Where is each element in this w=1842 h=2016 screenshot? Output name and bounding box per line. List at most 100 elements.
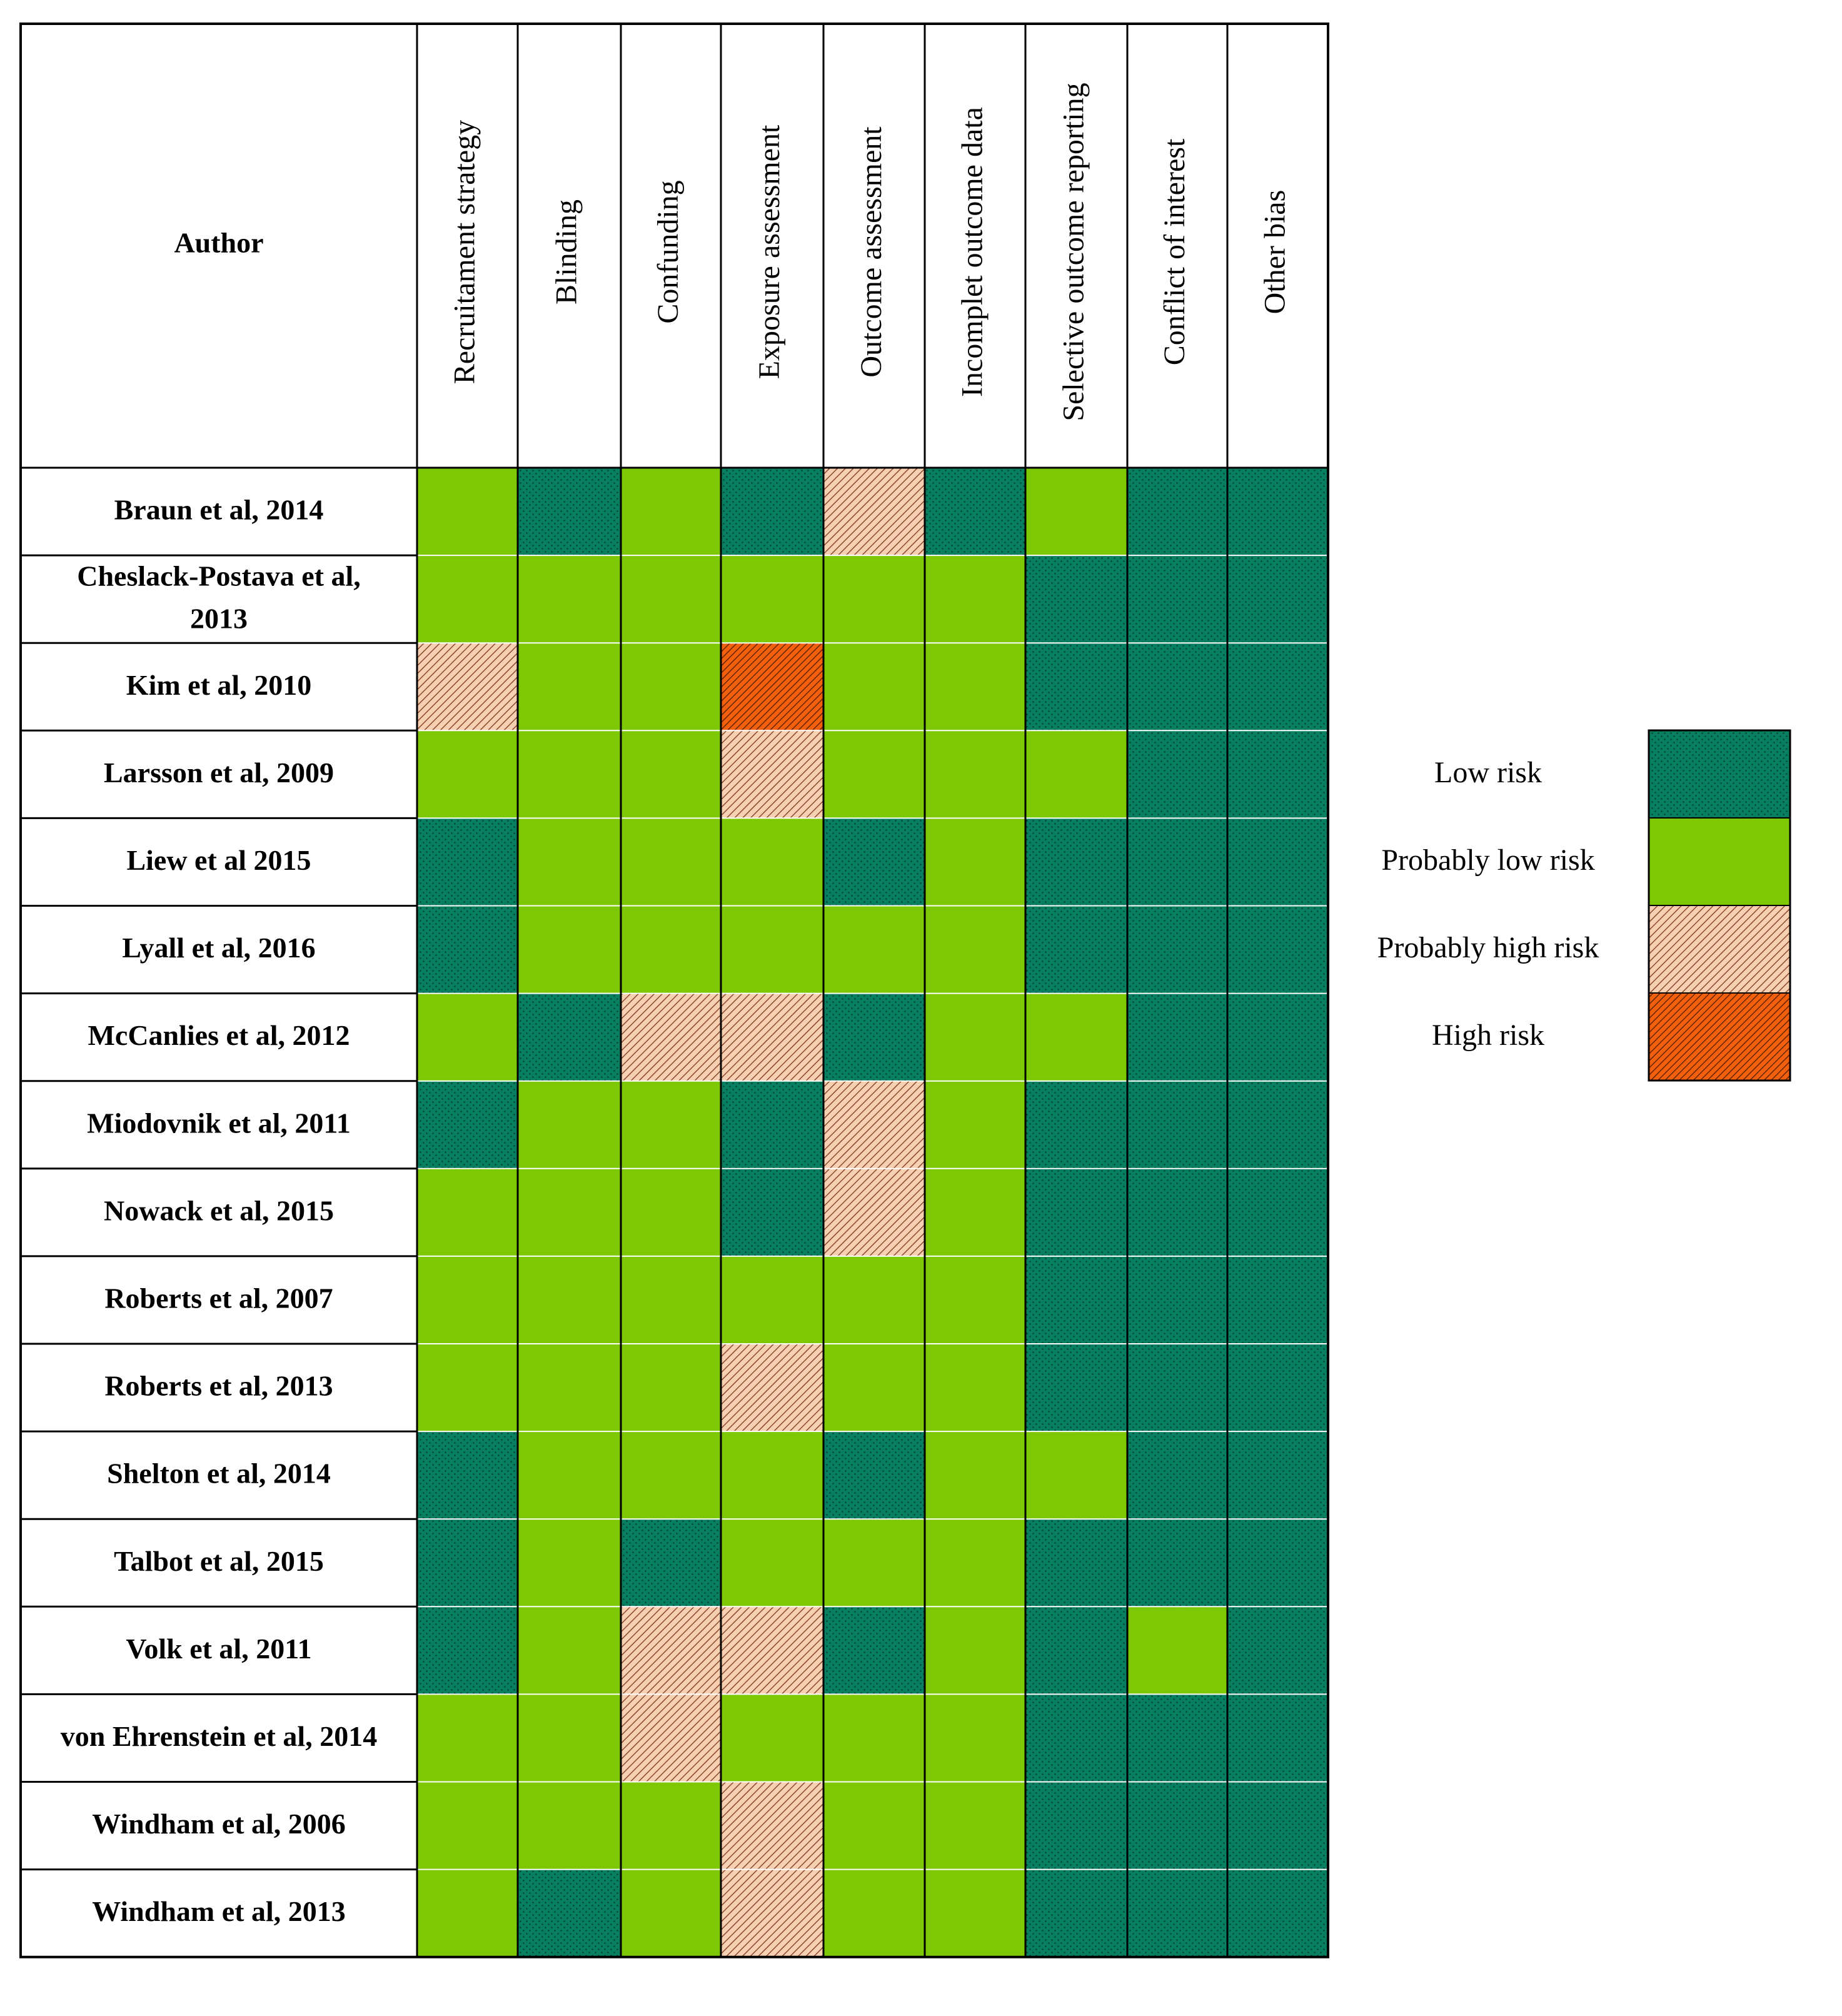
table-border — [19, 23, 1329, 1958]
rating-cell-pl — [621, 730, 721, 819]
rating-cell-l — [1025, 1869, 1127, 1957]
rating-cell-l — [1127, 1694, 1227, 1782]
rating-cell-pl — [621, 1344, 721, 1432]
rating-cell-l — [721, 1168, 823, 1256]
rating-cell-l — [417, 1081, 518, 1169]
rating-cell-pl — [925, 1694, 1025, 1782]
rating-cell-l — [1127, 1256, 1227, 1344]
rating-cell-l — [417, 1519, 518, 1607]
rating-cell-pl — [823, 1782, 925, 1870]
rating-cell-pl — [925, 1081, 1025, 1169]
rating-cell-l — [1127, 643, 1227, 731]
rating-cell-l — [621, 1519, 721, 1607]
rating-cell-l — [1127, 1782, 1227, 1870]
rating-cell-pl — [417, 1344, 518, 1432]
rating-cell-pl — [417, 1168, 518, 1256]
author-label: Volk et al, 2011 — [126, 1633, 311, 1665]
rating-cell-pl — [925, 730, 1025, 819]
rating-cell-ph — [823, 468, 925, 556]
author-label: Cheslack-Postava et al, — [77, 560, 361, 592]
rating-cell-pl — [417, 1869, 518, 1957]
rating-cell-ph — [621, 1606, 721, 1695]
rating-cell-ph — [721, 1344, 823, 1432]
rating-cell-pl — [417, 1256, 518, 1344]
column-header: Outcome assessment — [855, 126, 888, 378]
rating-cell-pl — [925, 1606, 1025, 1695]
author-label: 2013 — [190, 603, 248, 635]
rating-cell-pl — [621, 1869, 721, 1957]
rating-cell-l — [823, 818, 925, 906]
author-label: Roberts et al, 2013 — [104, 1370, 333, 1402]
risk-grid: Author Recruitament strategy Blinding Confu… — [19, 23, 1329, 1958]
author-label: Talbot et al, 2015 — [114, 1545, 324, 1577]
rating-cell-pl — [925, 1431, 1025, 1520]
rating-cell-pl — [518, 730, 621, 819]
rating-cell-l — [1127, 1869, 1227, 1957]
rating-cell-pl — [925, 818, 1025, 906]
rating-cell-pl — [823, 905, 925, 994]
rating-cell-pl — [621, 555, 721, 643]
rating-cell-pl — [721, 555, 823, 643]
rating-cell-l — [417, 1606, 518, 1695]
legend-label: Probably low risk — [1381, 844, 1594, 877]
rating-cell-l — [721, 468, 823, 556]
rating-cell-l — [1127, 1344, 1227, 1432]
rating-cell-pl — [925, 1256, 1025, 1344]
rating-cell-l — [1025, 1694, 1127, 1782]
legend-border — [1648, 729, 1791, 1082]
rating-cell-pl — [417, 730, 518, 819]
rating-cell-pl — [925, 643, 1025, 731]
rating-cell-pl — [721, 1694, 823, 1782]
rating-cell-l — [518, 1869, 621, 1957]
author-label: McCanlies et al, 2012 — [88, 1019, 350, 1051]
rating-cell-pl — [925, 555, 1025, 643]
rating-cell-pl — [621, 1431, 721, 1520]
column-header: Blinding — [550, 199, 583, 305]
rating-cell-pl — [925, 1869, 1025, 1957]
rating-cell-l — [1025, 643, 1127, 731]
rating-cell-pl — [823, 730, 925, 819]
author-label: Liew et al 2015 — [126, 844, 311, 876]
rating-cell-l — [1227, 1256, 1328, 1344]
rating-cell-h — [721, 643, 823, 731]
rating-cell-l — [925, 468, 1025, 556]
legend-label: Probably high risk — [1377, 931, 1599, 964]
rating-cell-pl — [823, 1869, 925, 1957]
legend: Low risk Probably low risk Probably high r… — [1377, 729, 1791, 1082]
rating-cell-pl — [823, 1694, 925, 1782]
rating-cell-l — [823, 1606, 925, 1695]
rating-cell-pl — [518, 1168, 621, 1256]
rating-cell-l — [1127, 818, 1227, 906]
rating-cell-ph — [823, 1168, 925, 1256]
rating-cell-pl — [518, 1694, 621, 1782]
author-label: Nowack et al, 2015 — [104, 1194, 334, 1226]
rating-cell-l — [1227, 905, 1328, 994]
rating-cell-l — [1127, 1431, 1227, 1520]
rating-cell-pl — [823, 1519, 925, 1607]
rating-cell-pl — [621, 1168, 721, 1256]
rating-cell-pl — [823, 1256, 925, 1344]
rating-cell-pl — [621, 1081, 721, 1169]
rating-cell-pl — [518, 1344, 621, 1432]
rating-cell-ph — [417, 643, 518, 731]
rating-cell-pl — [621, 905, 721, 994]
rating-cell-l — [1227, 1344, 1328, 1432]
rating-cell-l — [1025, 1168, 1127, 1256]
rating-cell-pl — [518, 1519, 621, 1607]
column-header: Conflict of interest — [1158, 138, 1191, 365]
rating-cell-pl — [621, 818, 721, 906]
rating-cell-l — [1227, 1081, 1328, 1169]
rating-cell-l — [1227, 993, 1328, 1081]
rating-cell-l — [1127, 993, 1227, 1081]
rating-cell-pl — [823, 1344, 925, 1432]
rating-cell-l — [1227, 1519, 1328, 1607]
column-header: Selective outcome reporting — [1057, 83, 1090, 421]
rating-cell-l — [518, 468, 621, 556]
legend-label: High risk — [1432, 1019, 1544, 1052]
rating-cell-pl — [823, 643, 925, 731]
rating-cell-l — [1227, 818, 1328, 906]
author-label: Kim et al, 2010 — [126, 669, 311, 701]
rating-cell-pl — [925, 1782, 1025, 1870]
rating-cell-l — [1127, 1081, 1227, 1169]
